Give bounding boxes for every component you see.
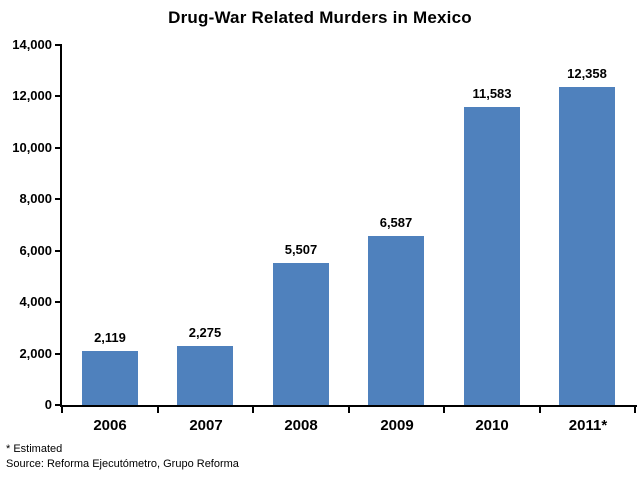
x-tick [156, 405, 159, 413]
y-tick-label: 14,000 [12, 37, 52, 52]
x-axis-label: 2010 [475, 417, 509, 434]
y-axis-line [60, 44, 62, 407]
y-tick-label: 4,000 [19, 294, 52, 310]
bar-2007 [177, 346, 233, 405]
y-tick [55, 95, 61, 98]
y-tick [55, 44, 61, 46]
x-axis-label: 2006 [93, 417, 127, 434]
bar-2011 [559, 87, 615, 405]
bar-2009 [368, 236, 424, 405]
y-tick-label: 6,000 [19, 242, 52, 258]
y-tick [55, 146, 61, 149]
bar-value-label: 6,587 [379, 215, 413, 230]
y-tick-label: 2,000 [19, 345, 52, 361]
x-tick [538, 405, 541, 413]
chart-title: Drug-War Related Murders in Mexico [168, 8, 472, 27]
bar-2008 [273, 263, 329, 405]
footnote-source: Source: Reforma Ejecutómetro, Grupo Refo… [6, 458, 239, 470]
y-tick [55, 352, 61, 355]
bar-2010 [464, 107, 520, 405]
y-tick [55, 404, 61, 406]
x-axis-label: 2008 [284, 417, 318, 434]
bar-value-label: 5,507 [284, 242, 318, 257]
x-tick [443, 405, 445, 413]
y-tick [55, 249, 61, 252]
y-tick [55, 198, 61, 201]
x-tick [61, 405, 63, 413]
x-axis-label: 2011* [568, 417, 608, 434]
y-tick-label: 0 [44, 397, 52, 412]
bar-value-label: 2,275 [188, 325, 222, 340]
y-tick-label: 10,000 [12, 139, 52, 155]
x-tick [252, 405, 254, 413]
x-axis-label: 2007 [189, 417, 223, 434]
bar-value-label: 12,358 [567, 66, 607, 81]
x-tick [634, 405, 636, 413]
x-tick [347, 405, 350, 413]
y-tick-label: 8,000 [19, 191, 52, 207]
bar-value-label: 11,583 [472, 86, 512, 101]
y-tick [55, 301, 61, 304]
bar-value-label: 2,119 [94, 330, 126, 345]
footnote-estimated: * Estimated [6, 443, 63, 455]
bar-2006 [82, 351, 138, 405]
y-tick-label: 12,000 [12, 88, 52, 104]
x-axis-label: 2009 [380, 417, 414, 434]
